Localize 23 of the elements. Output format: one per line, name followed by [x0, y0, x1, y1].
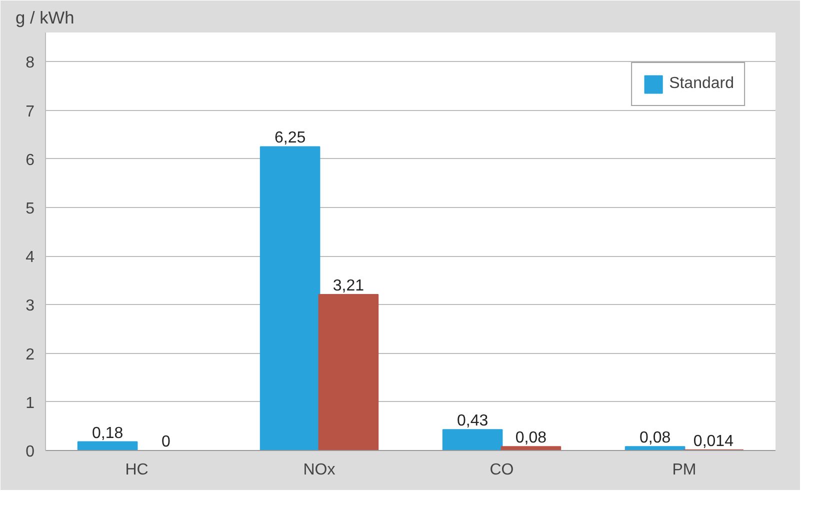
data-label: 0,43 [456, 412, 488, 430]
data-label: 0,014 [693, 432, 734, 450]
data-label: 0 [162, 434, 170, 450]
data-label: 3,21 [332, 277, 364, 294]
x-tick-label: NOx [303, 462, 336, 478]
y-tick-label: 1 [26, 394, 35, 412]
data-label: 0,08 [515, 430, 547, 447]
x-tick-label: CO [490, 462, 514, 478]
y-tick-label: 5 [26, 200, 35, 218]
y-axis-title: g / kWh [16, 8, 74, 28]
legend-label: Standard [669, 75, 734, 93]
y-tick-label: 3 [26, 298, 35, 315]
data-label: 0,18 [92, 424, 124, 442]
y-tick-label: 4 [26, 249, 35, 266]
y-tick-label: 8 [26, 54, 35, 72]
x-tick-label: HC [125, 462, 148, 478]
data-label: 0,08 [639, 430, 671, 447]
data-label: 6,25 [274, 130, 306, 147]
y-tick-label: 7 [26, 103, 35, 120]
y-tick-label: 6 [26, 152, 35, 169]
y-tick-label: 0 [26, 444, 35, 460]
y-tick-label: 2 [26, 346, 35, 364]
x-tick-label: PM [672, 462, 696, 478]
